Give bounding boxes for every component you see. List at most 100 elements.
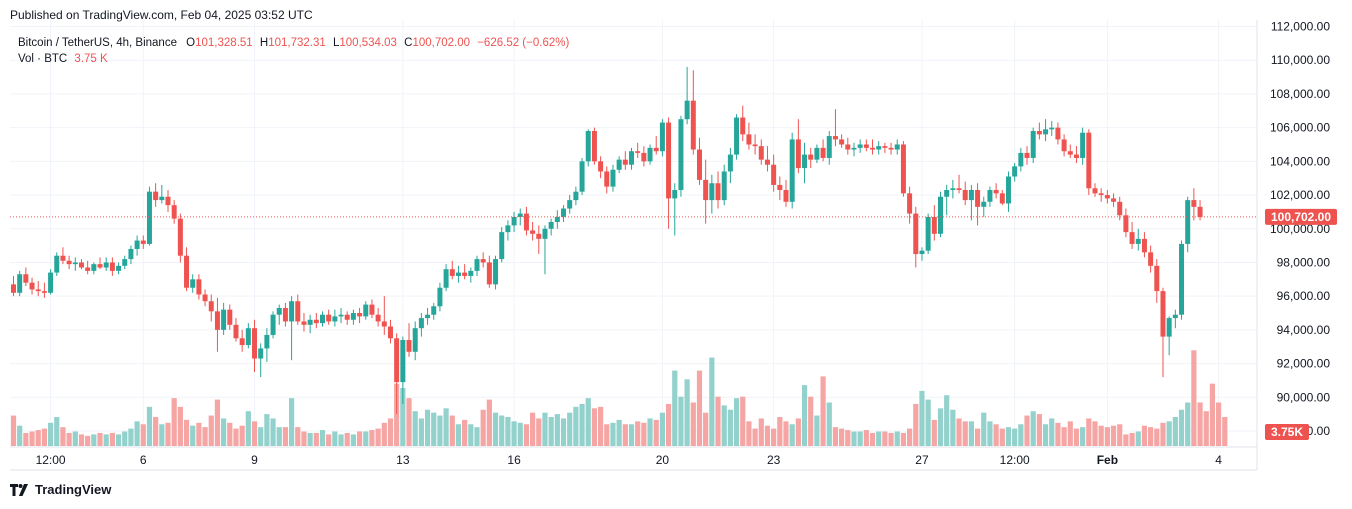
candle — [820, 139, 826, 162]
volume-bar — [925, 399, 931, 446]
candle — [987, 186, 993, 207]
candle — [54, 252, 60, 276]
volume-bar — [313, 432, 319, 446]
time-axis[interactable]: 12:00 6 9 13 16 20 23 27 12:00 Feb 4 — [36, 453, 1223, 467]
candle-body — [641, 152, 647, 162]
candle — [1030, 127, 1036, 164]
volume-bar — [801, 385, 808, 446]
candle — [1141, 232, 1147, 258]
candle — [227, 304, 233, 330]
candle — [406, 323, 412, 357]
candle-body — [91, 264, 97, 271]
volume-bar — [598, 406, 604, 446]
candle — [857, 139, 863, 153]
candle-body — [196, 279, 202, 295]
candle — [196, 274, 202, 300]
candle-body — [1012, 166, 1018, 177]
last-volume-tag-label: 3.75K — [1271, 425, 1303, 439]
candle-body — [1123, 215, 1129, 233]
candle-body — [653, 147, 659, 152]
candle-body — [1179, 243, 1185, 315]
candle-body — [1098, 193, 1104, 196]
volume-bar — [462, 419, 468, 446]
candle — [486, 255, 492, 288]
candle — [690, 70, 696, 155]
volume-bar — [517, 422, 523, 446]
candle — [1092, 183, 1098, 197]
candle — [1129, 222, 1135, 249]
candle — [808, 147, 814, 169]
candle-body — [60, 255, 66, 261]
volume-label[interactable]: Vol · BTC — [18, 53, 68, 65]
volume-bar — [10, 415, 17, 446]
volume-bar — [159, 424, 165, 446]
volume-bar — [752, 428, 758, 446]
candle — [913, 206, 919, 268]
candle-body — [752, 144, 758, 147]
volume-bar — [1222, 417, 1228, 446]
time-tick-label: 27 — [915, 453, 929, 467]
volume-bar — [338, 434, 344, 446]
volume-bar — [808, 396, 814, 446]
candle — [381, 296, 387, 335]
candle — [968, 184, 974, 221]
volume-bar — [604, 424, 610, 446]
volume-bar — [937, 408, 944, 446]
candle — [177, 213, 183, 263]
price-tick-label: 96,000.00 — [1277, 289, 1331, 303]
candle — [999, 189, 1005, 206]
candle-body — [907, 193, 913, 214]
candle — [455, 265, 461, 283]
candle-body — [764, 159, 770, 165]
candle-body — [808, 154, 814, 160]
candle-body — [1080, 132, 1086, 158]
volume-bar — [41, 428, 47, 446]
volume-bar — [344, 432, 350, 446]
candle-body — [690, 100, 696, 150]
candle-body — [727, 154, 733, 172]
symbol-label[interactable]: Bitcoin / TetherUS, 4h, Binance — [18, 37, 177, 49]
candle-body — [882, 146, 888, 148]
candle-body — [604, 171, 610, 187]
candle — [1160, 287, 1166, 378]
candle-body — [109, 262, 115, 271]
candle — [252, 319, 258, 373]
volume-bar — [418, 418, 424, 446]
volume-bar — [47, 422, 54, 446]
candle — [975, 183, 981, 226]
volume-bar — [1080, 427, 1086, 446]
candle-body — [919, 250, 925, 255]
volume-bar — [227, 422, 233, 446]
candle — [740, 105, 746, 142]
candle — [449, 260, 455, 280]
price-axis[interactable]: 112,000.00 110,000.00 108,000.00 106,000.00… — [1265, 20, 1337, 441]
candle — [258, 343, 264, 378]
candle-body — [950, 188, 956, 190]
candle-body — [1043, 129, 1049, 135]
close-value: 100,702.00 — [412, 37, 471, 49]
volume-bar — [387, 418, 394, 446]
high-label: H — [259, 37, 269, 49]
candle — [783, 179, 789, 207]
candle — [11, 275, 16, 297]
candle — [134, 235, 140, 256]
candle-body — [635, 151, 641, 153]
candle-body — [900, 144, 906, 194]
candle-body — [326, 314, 332, 322]
candle — [752, 134, 758, 155]
candle-body — [758, 146, 764, 160]
open-value: 101,328.51 — [195, 37, 253, 49]
time-tick-label: 20 — [656, 453, 670, 467]
volume-bar — [1148, 427, 1154, 446]
candle — [264, 328, 270, 362]
candle-body — [23, 274, 29, 283]
volume-bar — [962, 421, 968, 446]
tradingview-logo-icon — [10, 483, 28, 496]
volume-bar — [1178, 409, 1185, 446]
brand-name: TradingView — [35, 482, 112, 497]
tradingview-footer[interactable]: TradingView — [10, 482, 111, 497]
volume-bar — [1216, 402, 1222, 446]
time-tick-label: 12:00 — [1000, 453, 1030, 467]
candle-body — [554, 216, 560, 223]
